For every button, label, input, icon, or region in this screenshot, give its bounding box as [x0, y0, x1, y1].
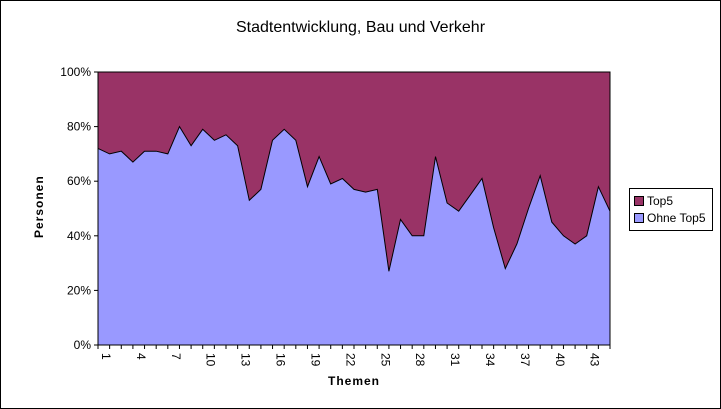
x-tick-label: 13 [239, 353, 253, 367]
legend-item-ohne-top5: Ohne Top5 [634, 210, 706, 226]
series-boundary-line [97, 125, 611, 272]
x-tick-label: 4 [134, 353, 148, 360]
x-tick-label: 43 [588, 353, 602, 367]
x-tick-label: 1 [99, 353, 113, 360]
y-tick-label: 20% [67, 283, 91, 297]
legend-swatch-top5 [634, 196, 644, 206]
x-tick-label: 16 [274, 353, 288, 367]
axes: 0% 20% 40% 60% 80% 100% 1 4 7 10 13 16 19 22 25 28 31 34 3… [60, 65, 611, 367]
y-tick-label: 60% [67, 174, 91, 188]
y-tick-label: 80% [67, 120, 91, 134]
legend-item-top5: Top5 [634, 193, 673, 209]
x-tick-label: 37 [518, 353, 532, 367]
x-tick-label: 31 [448, 353, 462, 367]
y-tick-label: 40% [67, 229, 91, 243]
legend-label: Ohne Top5 [647, 211, 706, 225]
x-tick-label: 28 [413, 353, 427, 367]
x-tick-label: 10 [204, 353, 218, 367]
y-tick-label: 100% [60, 65, 91, 79]
x-axis-label: Themen [327, 374, 380, 388]
stacked-areas [97, 72, 611, 345]
legend-swatch-ohne-top5 [634, 213, 644, 223]
x-tick-label: 40 [553, 353, 567, 367]
legend: Top5 Ohne Top5 [629, 188, 713, 231]
legend-label: Top5 [647, 194, 674, 208]
area-ohne-top5 [98, 126, 610, 345]
x-tick-label: 19 [308, 353, 322, 367]
x-tick-label: 22 [343, 353, 357, 367]
x-tick-label: 25 [378, 353, 392, 367]
x-tick-label: 34 [483, 353, 497, 367]
y-tick-label: 0% [74, 338, 92, 352]
chart-title: Stadtentwicklung, Bau und Verkehr [235, 19, 486, 36]
x-tick-label: 7 [169, 353, 183, 360]
